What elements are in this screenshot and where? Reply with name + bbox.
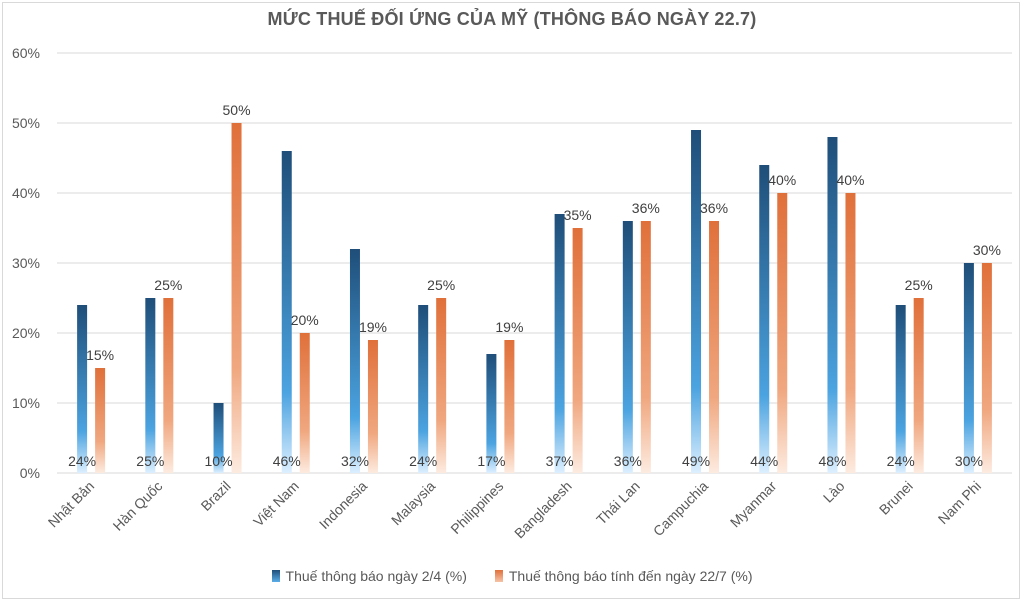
data-labels: 24% 15% 25% 25% 10% 50% 46% 20% 32% 19% 24% 25% 17% 1… (68, 102, 1001, 469)
legend-label-series-1: Thuế thông báo ngày 2/4 (%) (285, 568, 467, 584)
x-tick-label: Myanmar (727, 478, 780, 531)
data-label-series-2: 15% (86, 347, 114, 363)
bar-series-1 (349, 249, 360, 473)
bar-series-1 (281, 151, 292, 473)
bar-series-2 (299, 333, 310, 473)
y-axis-ticks: 0% 10% 20% 30% 40% 50% 60% (12, 45, 40, 481)
data-label-series-1: 49% (682, 453, 710, 469)
x-tick-label: Nam Phi (935, 478, 984, 527)
x-tick-label: Hàn Quốc (110, 478, 166, 534)
y-tick-label: 0% (20, 465, 40, 481)
bar-series-2 (367, 340, 378, 473)
x-tick-label: Philippines (447, 478, 506, 537)
bar-series-2 (777, 193, 788, 473)
x-tick-label: Campuchia (650, 478, 712, 540)
bar-series-2 (95, 368, 106, 473)
data-label-series-1: 46% (273, 453, 301, 469)
data-label-series-1: 32% (341, 453, 369, 469)
legend-swatch-series-1 (271, 570, 280, 582)
x-tick-label: Indonesia (316, 478, 370, 532)
data-label-series-1: 30% (955, 453, 983, 469)
y-tick-label: 30% (12, 255, 40, 271)
bar-series-1 (827, 137, 838, 473)
data-label-series-1: 24% (409, 453, 437, 469)
x-tick-label: Việt Nam (250, 478, 302, 530)
y-tick-label: 60% (12, 45, 40, 61)
y-tick-label: 50% (12, 115, 40, 131)
bar-series-2 (981, 263, 992, 473)
bar-series-1 (486, 354, 497, 473)
bar-series-2 (572, 228, 583, 473)
data-label-series-2: 19% (359, 319, 387, 335)
data-label-series-1: 36% (614, 453, 642, 469)
bar-series-1 (759, 165, 770, 473)
data-label-series-2: 36% (632, 200, 660, 216)
x-tick-label: Thái Lan (593, 478, 643, 528)
bar-series-2 (436, 298, 447, 473)
bar-series-1 (895, 305, 906, 473)
bar-series-2 (709, 221, 720, 473)
bars (77, 123, 992, 473)
data-label-series-1: 37% (546, 453, 574, 469)
bar-series-2 (640, 221, 651, 473)
data-label-series-1: 10% (205, 453, 233, 469)
bar-series-2 (163, 298, 174, 473)
bar-series-1 (691, 130, 702, 473)
data-label-series-1: 48% (818, 453, 846, 469)
bar-series-1 (963, 263, 974, 473)
data-label-series-2: 25% (154, 277, 182, 293)
gridlines (57, 52, 1012, 474)
data-label-series-2: 25% (427, 277, 455, 293)
x-axis-ticks: Nhật Bản Hàn Quốc Brazil Việt Nam Indonesia M… (45, 478, 984, 542)
data-label-series-2: 25% (905, 277, 933, 293)
bar-series-2 (504, 340, 515, 473)
data-label-series-2: 19% (495, 319, 523, 335)
data-label-series-1: 24% (887, 453, 915, 469)
x-tick-label: Nhật Bản (45, 478, 98, 531)
legend: Thuế thông báo ngày 2/4 (%) Thuế thông b… (0, 568, 1024, 584)
data-label-series-1: 17% (477, 453, 505, 469)
data-label-series-2: 40% (836, 172, 864, 188)
legend-item-series-1: Thuế thông báo ngày 2/4 (%) (271, 568, 467, 584)
bar-series-1 (418, 305, 429, 473)
x-tick-label: Brunei (876, 478, 916, 518)
legend-item-series-2: Thuế thông báo tính đến ngày 22/7 (%) (494, 568, 753, 584)
data-label-series-1: 25% (136, 453, 164, 469)
bar-series-2 (231, 123, 242, 473)
x-tick-label: Bangladesh (511, 478, 575, 542)
chart-title: MỨC THUẾ ĐỐI ỨNG CỦA MỸ (THÔNG BÁO NGÀY … (267, 9, 757, 29)
legend-label-series-2: Thuế thông báo tính đến ngày 22/7 (%) (508, 568, 753, 584)
bar-series-2 (845, 193, 856, 473)
data-label-series-2: 50% (223, 102, 251, 118)
data-label-series-1: 24% (68, 453, 96, 469)
data-label-series-2: 40% (768, 172, 796, 188)
data-label-series-2: 30% (973, 242, 1001, 258)
y-tick-label: 40% (12, 185, 40, 201)
bar-series-1 (77, 305, 88, 473)
data-label-series-2: 20% (291, 312, 319, 328)
x-tick-label: Brazil (198, 478, 234, 514)
legend-swatch-series-2 (494, 570, 503, 582)
bar-series-1 (622, 221, 633, 473)
bar-series-1 (554, 214, 565, 473)
x-tick-label: Malaysia (388, 478, 439, 529)
bar-series-1 (213, 403, 224, 473)
x-tick-label: Lào (820, 478, 848, 506)
bar-series-2 (913, 298, 924, 473)
bar-series-1 (145, 298, 156, 473)
data-label-series-1: 44% (750, 453, 778, 469)
data-label-series-2: 36% (700, 200, 728, 216)
data-label-series-2: 35% (564, 207, 592, 223)
y-tick-label: 10% (12, 395, 40, 411)
y-tick-label: 20% (12, 325, 40, 341)
